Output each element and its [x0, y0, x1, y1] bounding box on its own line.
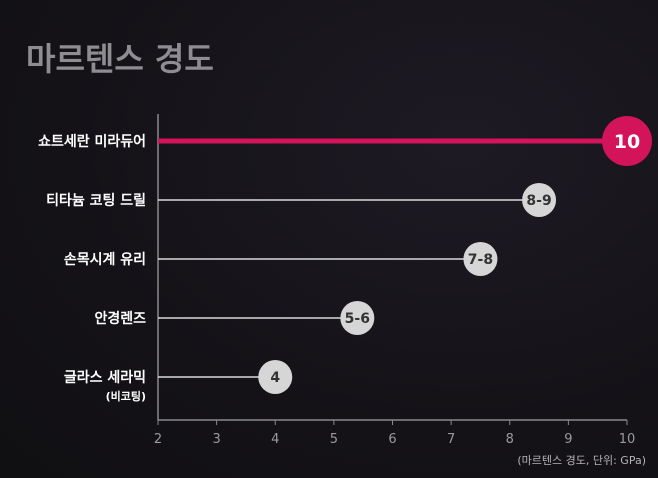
value-bubble [258, 360, 293, 394]
x-tick-label: 10 [619, 432, 636, 447]
axes: 2 3 4 5 6 7 8 9 10 [154, 114, 635, 447]
data-label: 7-8 [468, 252, 493, 268]
x-tick-label: 8 [506, 432, 514, 447]
x-tick-label: 9 [564, 432, 572, 447]
category-label: 글라스 세라믹 [64, 369, 146, 386]
x-tick-label: 4 [271, 432, 279, 447]
unit-note: (마르텐스 경도, 단위: GPa) [517, 454, 646, 467]
data-label: 10 [614, 131, 640, 153]
value-bubble [340, 301, 375, 335]
category-sublabel: (비코팅) [106, 389, 146, 403]
category-label: 쇼트세란 미라듀어 [38, 133, 146, 150]
category-label: 손목시계 유리 [64, 252, 146, 268]
data-label: 8-9 [526, 193, 551, 209]
data-label: 5-6 [345, 311, 370, 327]
category-label: 티타늄 코팅 드릴 [46, 192, 146, 209]
value-bubble [602, 116, 652, 166]
x-tick-label: 7 [447, 432, 455, 447]
value-bubble [463, 242, 498, 276]
x-tick-label: 3 [212, 432, 220, 447]
chart-title: 마르텐스 경도 [26, 40, 214, 78]
x-tick-label: 2 [154, 432, 162, 447]
bars: 10 8-9 7-8 5-6 4 [158, 116, 652, 394]
x-tick-label: 6 [388, 432, 396, 447]
value-bubble [522, 183, 557, 217]
x-tick-label: 5 [330, 432, 338, 447]
data-label: 4 [270, 370, 280, 386]
category-label: 안경렌즈 [94, 310, 146, 327]
